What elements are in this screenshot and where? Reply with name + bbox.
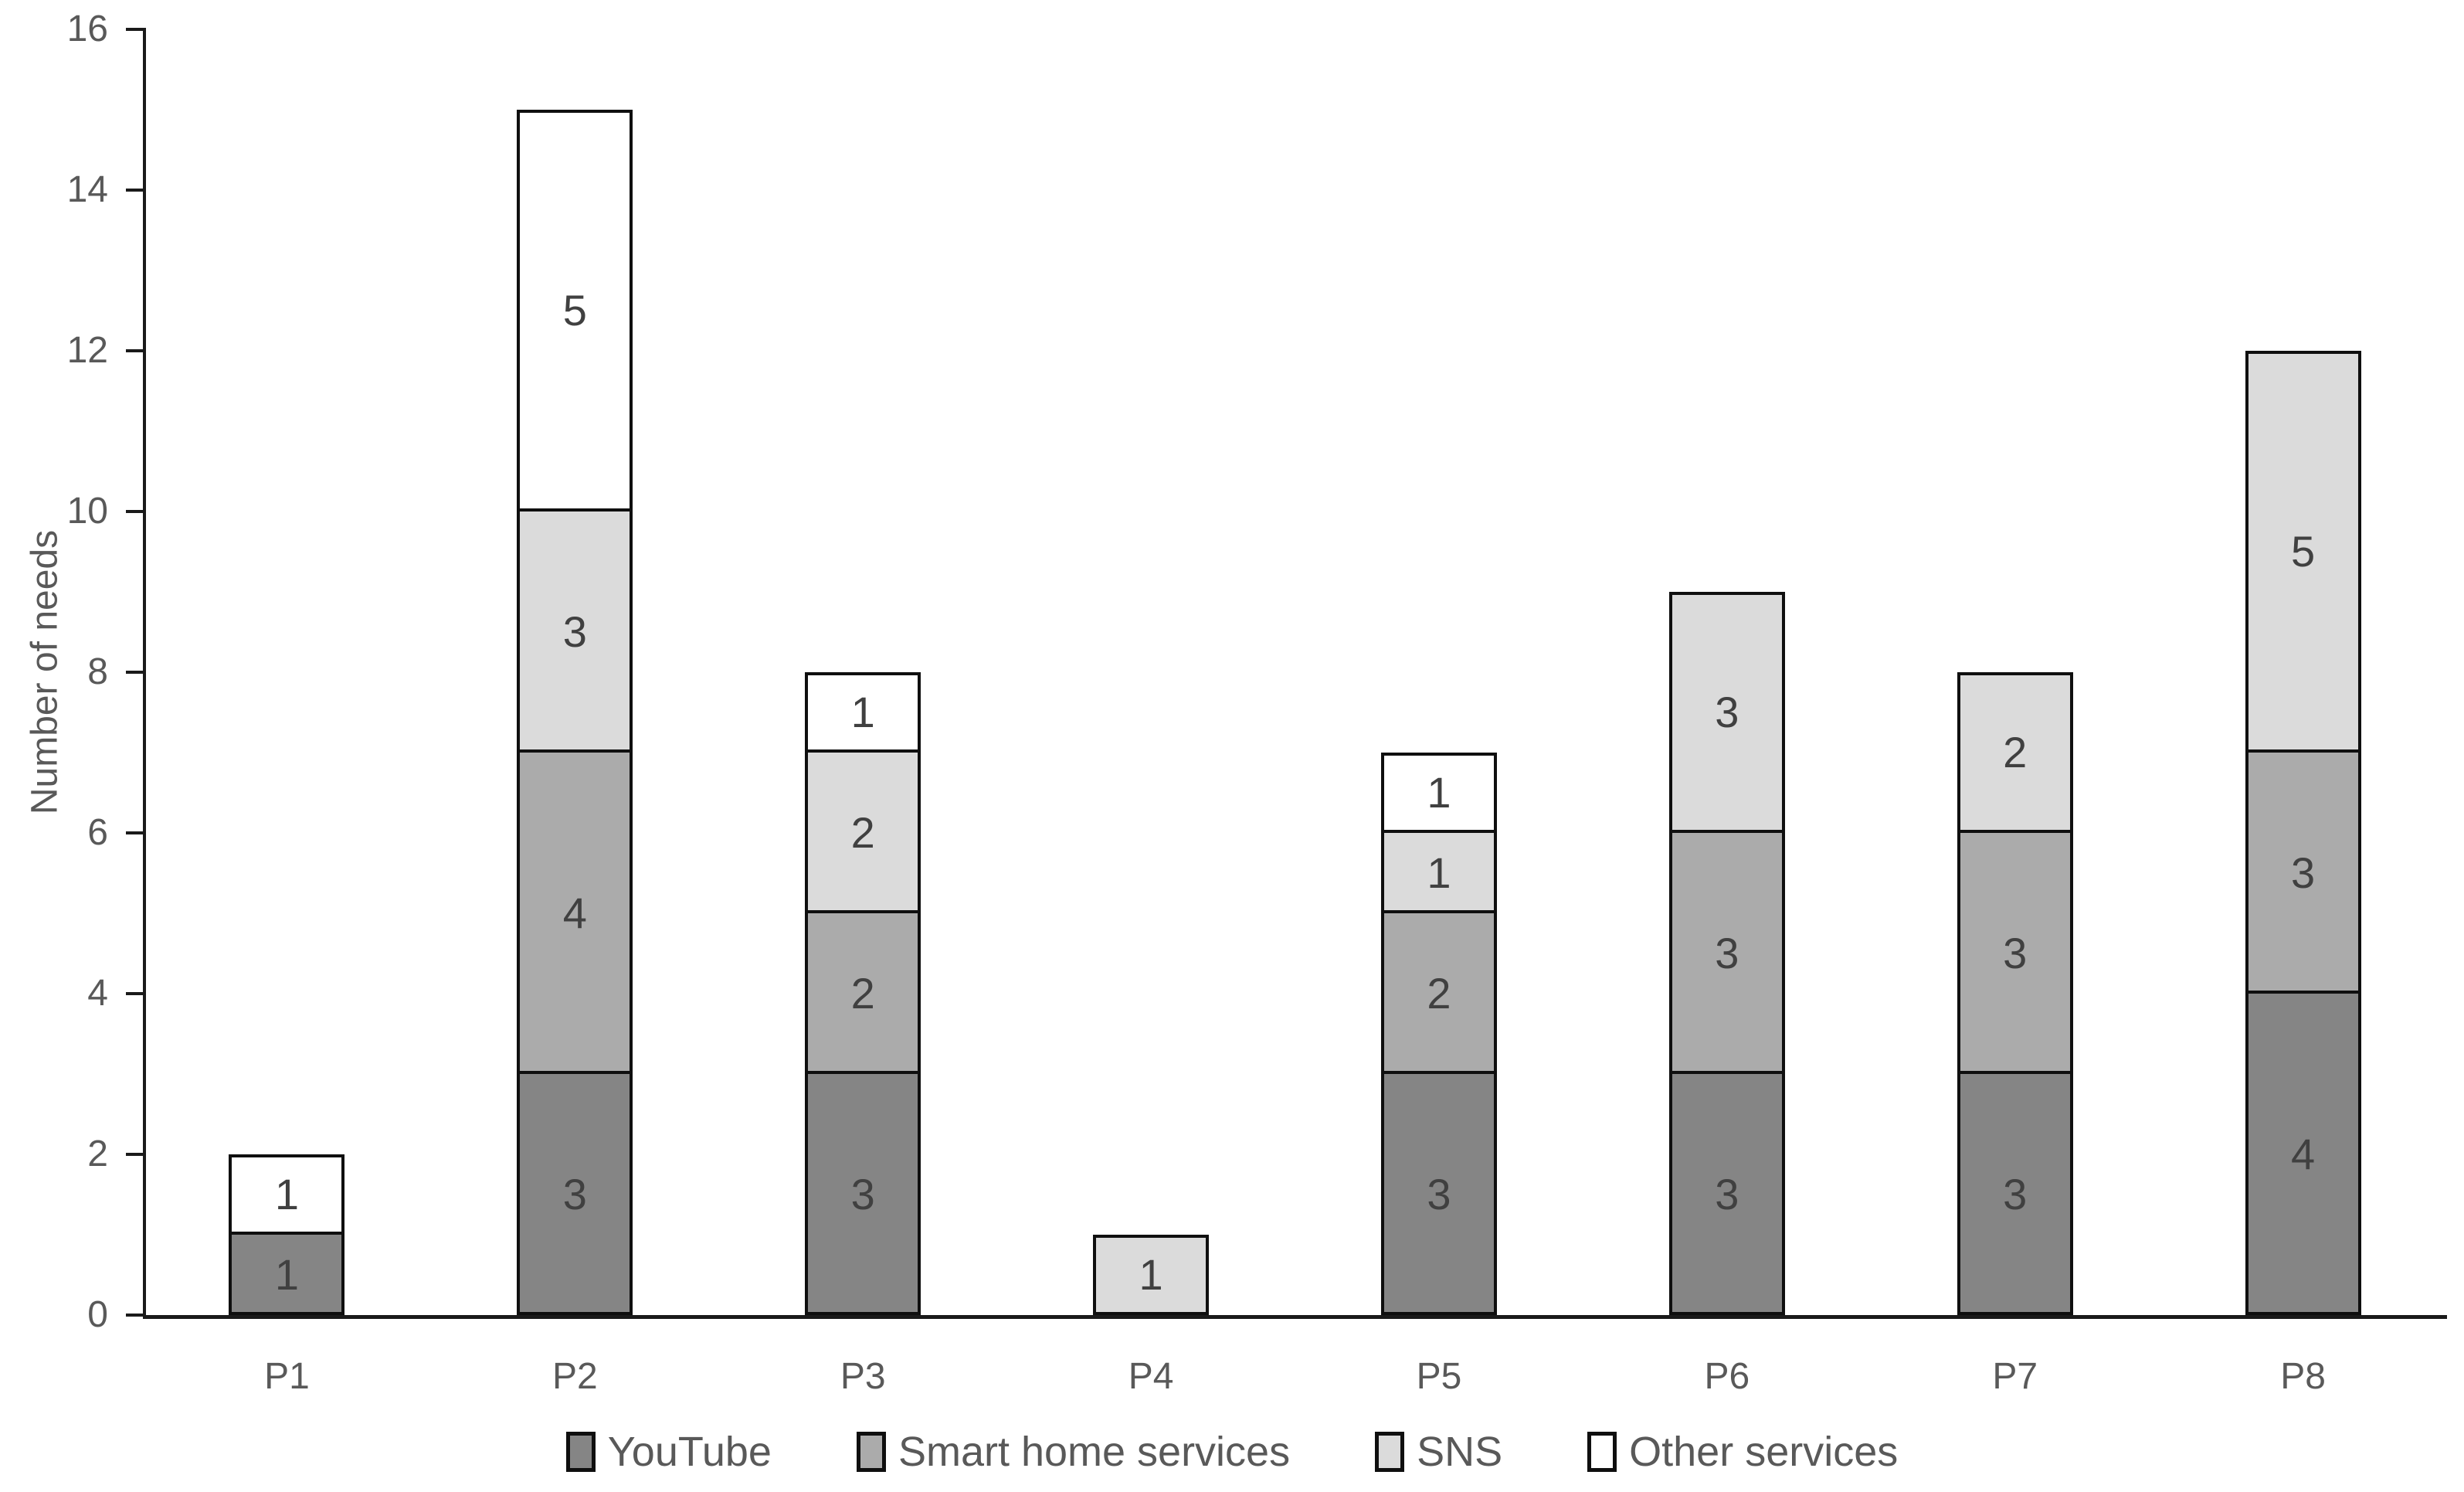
bar-segment-value: 2 xyxy=(1427,969,1451,1018)
x-axis-category-label: P4 xyxy=(1128,1356,1174,1397)
bar-segment-other-services xyxy=(1380,753,1497,833)
y-tick-mark xyxy=(126,1153,146,1156)
y-tick-label: 0 xyxy=(87,1294,108,1335)
legend-swatch-icon xyxy=(565,1432,596,1472)
bar-segment-youtube xyxy=(1668,1074,1785,1315)
x-axis-category-label: P2 xyxy=(552,1356,598,1397)
bar-segment-sns xyxy=(805,753,921,913)
bar-segment-value: 2 xyxy=(2003,728,2028,777)
legend-swatch-icon xyxy=(856,1432,886,1472)
bar-segment-value: 3 xyxy=(1715,688,1739,736)
bar-segment-youtube xyxy=(805,1074,921,1315)
bar-segment-sns xyxy=(1957,672,2073,833)
bar-segment-value: 3 xyxy=(2003,929,2028,977)
bar-segment-sns xyxy=(517,511,633,753)
x-axis-category-label: P6 xyxy=(1704,1356,1750,1397)
legend: YouTube Smart home services SNS Other servi… xyxy=(0,1428,2464,1476)
x-axis-line xyxy=(143,1315,2447,1319)
x-axis-category-label: P5 xyxy=(1416,1356,1462,1397)
legend-label: YouTube xyxy=(607,1429,772,1475)
y-tick-label: 10 xyxy=(66,491,108,532)
bar-segment-value: 1 xyxy=(1427,768,1451,817)
bar-segment-value: 3 xyxy=(1715,1170,1739,1218)
bar-segment-smart-home-services xyxy=(1957,833,2073,1074)
bar-segment-smart-home-services xyxy=(1380,913,1497,1074)
y-tick-mark xyxy=(126,28,146,31)
bar-segment-smart-home-services xyxy=(1668,833,1785,1074)
bar-segment-other-services xyxy=(517,110,633,511)
y-tick-mark xyxy=(126,671,146,674)
y-tick-label: 12 xyxy=(66,330,108,371)
x-axis-category-label: P3 xyxy=(840,1356,886,1397)
bar-segment-value: 2 xyxy=(850,808,875,857)
x-axis-category-label: P7 xyxy=(1992,1356,2038,1397)
y-tick-mark xyxy=(126,1314,146,1317)
legend-item-other-services: Other services xyxy=(1587,1428,1898,1476)
bar-segment-value: 3 xyxy=(1715,929,1739,977)
bar-segment-sns xyxy=(1668,592,1785,833)
y-tick-mark xyxy=(126,992,146,995)
y-tick-label: 16 xyxy=(66,8,108,49)
bar-segment-value: 3 xyxy=(562,607,587,656)
bar-segment-value: 1 xyxy=(274,1250,300,1299)
bar-segment-smart-home-services xyxy=(517,753,633,1074)
bar-segment-value: 1 xyxy=(1139,1250,1163,1299)
legend-item-sns: SNS xyxy=(1375,1428,1502,1476)
legend-label: Other services xyxy=(1629,1429,1899,1475)
y-tick-label: 2 xyxy=(87,1133,108,1174)
x-axis-category-label: P1 xyxy=(264,1356,310,1397)
bar-segment-value: 3 xyxy=(850,1170,875,1218)
bar-segment-youtube xyxy=(2245,994,2361,1315)
y-tick-mark xyxy=(126,510,146,513)
y-axis-line xyxy=(143,29,146,1318)
y-tick-mark xyxy=(126,349,146,352)
bar-segment-value: 4 xyxy=(2290,1130,2316,1178)
legend-label: Smart home services xyxy=(898,1429,1291,1475)
bar-segment-value: 4 xyxy=(562,889,587,937)
bar-segment-value: 1 xyxy=(1427,848,1451,897)
bar-segment-other-services xyxy=(805,672,921,753)
bar-segment-sns xyxy=(2245,351,2361,753)
bar-segment-youtube xyxy=(1380,1074,1497,1315)
legend-item-youtube: YouTube xyxy=(565,1428,772,1476)
bar-segment-other-services xyxy=(229,1154,345,1235)
y-tick-label: 8 xyxy=(87,651,108,692)
legend-label: SNS xyxy=(1417,1429,1503,1475)
bar-segment-value: 3 xyxy=(2290,848,2316,897)
y-tick-label: 6 xyxy=(87,812,108,853)
y-tick-mark xyxy=(126,189,146,192)
bar-segment-youtube xyxy=(1957,1074,2073,1315)
bar-segment-value: 1 xyxy=(850,688,875,736)
bar-segment-sns xyxy=(1380,833,1497,913)
bar-segment-value: 3 xyxy=(1427,1170,1451,1218)
bar-segment-youtube xyxy=(229,1235,345,1315)
bar-segment-value: 3 xyxy=(2003,1170,2028,1218)
y-tick-label: 14 xyxy=(66,169,108,210)
legend-item-smart-home-services: Smart home services xyxy=(856,1428,1291,1476)
legend-swatch-icon xyxy=(1587,1432,1617,1472)
bar-segment-youtube xyxy=(517,1074,633,1315)
bar-segment-value: 5 xyxy=(2290,527,2316,576)
x-axis-category-label: P8 xyxy=(2280,1356,2326,1397)
bar-segment-value: 1 xyxy=(274,1170,300,1218)
bar-segment-smart-home-services xyxy=(805,913,921,1074)
bar-segment-value: 3 xyxy=(562,1170,587,1218)
bar-segment-value: 2 xyxy=(850,969,875,1018)
bar-segment-sns xyxy=(1093,1235,1210,1315)
legend-swatch-icon xyxy=(1375,1432,1405,1472)
bar-segment-value: 5 xyxy=(562,286,587,335)
y-tick-label: 4 xyxy=(87,973,108,1014)
bar-segment-smart-home-services xyxy=(2245,753,2361,994)
y-tick-mark xyxy=(126,831,146,834)
